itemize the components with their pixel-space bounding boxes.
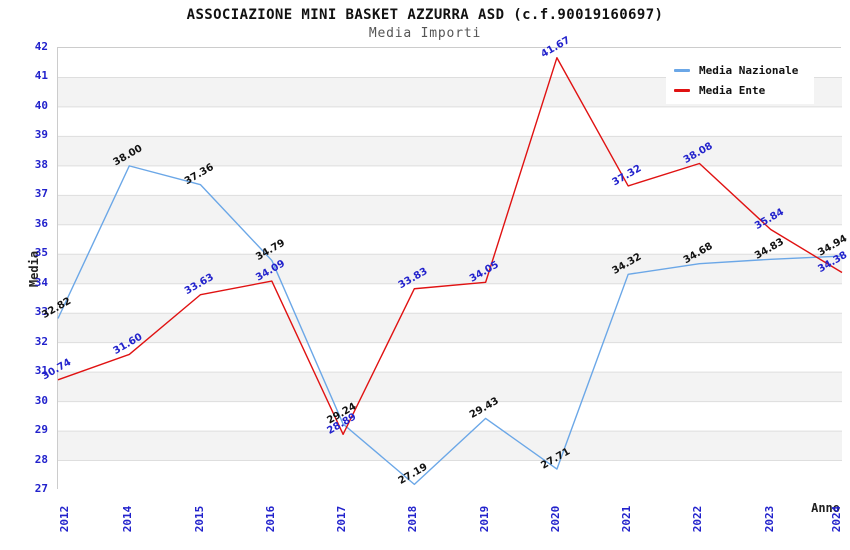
chart-subtitle: Media Importi [368, 26, 482, 41]
y-tick-label: 36 [34, 216, 48, 230]
grid-band [58, 313, 842, 343]
legend-label-media-nazionale: Media Nazionale [699, 64, 799, 77]
y-tick-label: 39 [34, 128, 48, 142]
grid-band [58, 106, 842, 137]
x-tick-label: 2016 [263, 505, 277, 533]
y-tick-label: 28 [34, 452, 48, 466]
grid-band [58, 460, 842, 490]
x-tick-label: 2019 [477, 505, 491, 533]
y-tick-label: 33 [34, 305, 48, 319]
grid-band [58, 401, 842, 432]
y-tick-label: 34 [34, 275, 48, 289]
legend-line-blue-icon [674, 69, 690, 72]
x-tick-label: 2022 [691, 505, 705, 533]
series-line-media-ente [57, 57, 843, 436]
y-tick-label: 32 [34, 334, 48, 348]
x-axis-title: Anno [811, 501, 840, 515]
grid-band [58, 165, 842, 196]
y-tick-label: 42 [34, 40, 48, 53]
plot-area: 32.82 38.00 37.36 34.79 29.24 27.19 29.43 27.71… [40, 35, 849, 490]
legend-item-media-ente: Media Ente [674, 84, 806, 97]
y-tick-label: 31 [34, 364, 48, 378]
y-tick-label: 38 [34, 157, 48, 171]
x-tick-label: 2024 [830, 505, 843, 533]
chart-canvas: 32.8238.0037.3634.7929.2427.1929.4327.71… [40, 35, 849, 490]
x-tick-label: 2021 [620, 505, 634, 533]
y-tick-label: 30 [34, 393, 48, 407]
grid-band [58, 342, 842, 373]
x-tick-label: 2020 [548, 505, 562, 533]
chart-legend: Media Nazionale Media Ente [666, 57, 814, 104]
y-tick-label: 41 [34, 69, 48, 83]
legend-item-media-nazionale: Media Nazionale [674, 64, 806, 77]
x-tick-label: 2023 [762, 505, 776, 533]
grid-band [58, 431, 842, 461]
legend-label-media-ente: Media Ente [699, 84, 766, 97]
x-tick-label: 2018 [406, 505, 420, 533]
x-tick-label: 2015 [192, 505, 206, 533]
grid-band [58, 372, 842, 402]
y-tick-label: 29 [34, 423, 48, 437]
y-tick-label: 37 [34, 187, 48, 201]
x-tick-label: 2012 [58, 505, 71, 533]
grid-band [58, 195, 842, 225]
grid-band [58, 283, 842, 314]
legend-line-red-icon [674, 89, 690, 92]
chart-title: ASSOCIAZIONE MINI BASKET AZZURRA ASD (c.… [186, 7, 664, 23]
series-line-media-nazionale [57, 165, 843, 486]
grid-band [58, 224, 842, 255]
x-tick-label: 2014 [121, 505, 135, 533]
grid-band [58, 136, 842, 166]
x-tick-label: 2017 [335, 505, 349, 533]
grid-band [58, 254, 842, 284]
y-tick-label: 27 [34, 482, 48, 495]
y-tick-label: 40 [34, 98, 48, 112]
y-tick-label: 35 [34, 246, 48, 260]
